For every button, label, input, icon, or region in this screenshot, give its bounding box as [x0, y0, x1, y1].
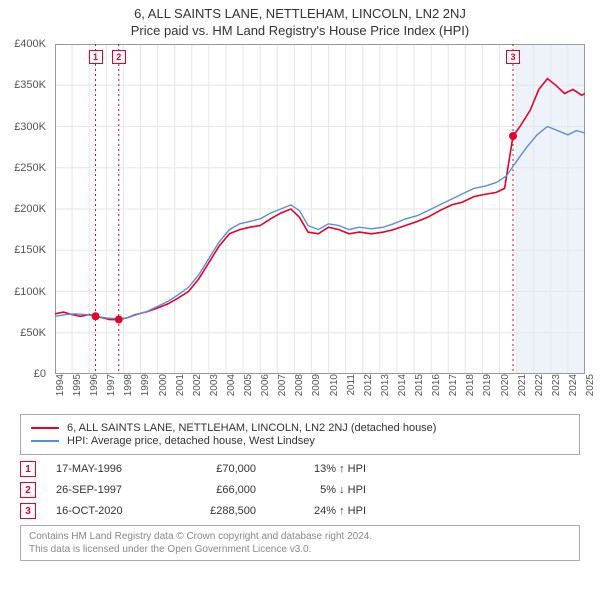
- x-tick-label: 1995: [72, 374, 83, 396]
- x-tick-label: 2005: [243, 374, 254, 396]
- x-tick-label: 2022: [534, 374, 545, 396]
- x-tick-label: 2013: [380, 374, 391, 396]
- x-tick-label: 2010: [329, 374, 340, 396]
- y-tick-label: £50K: [20, 327, 46, 339]
- x-tick-label: 1998: [123, 374, 134, 396]
- sale-marker-badge: 3: [506, 50, 520, 64]
- y-tick-label: £400K: [14, 38, 46, 50]
- event-date: 17-MAY-1996: [56, 463, 156, 475]
- x-tick-label: 1997: [106, 374, 117, 396]
- x-tick-label: 2015: [414, 374, 425, 396]
- x-tick-label: 2014: [397, 374, 408, 396]
- x-tick-label: 2024: [568, 374, 579, 396]
- event-badge: 1: [20, 461, 36, 477]
- event-delta: 5% ↓ HPI: [276, 484, 366, 496]
- y-tick-label: £200K: [14, 203, 46, 215]
- x-tick-label: 2018: [465, 374, 476, 396]
- chart-titles: 6, ALL SAINTS LANE, NETTLEHAM, LINCOLN, …: [0, 6, 600, 38]
- event-price: £70,000: [176, 463, 256, 475]
- x-tick-label: 2021: [517, 374, 528, 396]
- y-tick-label: £350K: [14, 79, 46, 91]
- title-address: 6, ALL SAINTS LANE, NETTLEHAM, LINCOLN, …: [0, 6, 600, 21]
- x-tick-label: 2011: [346, 374, 357, 396]
- legend-row: HPI: Average price, detached house, West…: [31, 435, 569, 447]
- attribution-footer: Contains HM Land Registry data © Crown c…: [20, 525, 580, 561]
- x-tick-label: 2000: [158, 374, 169, 396]
- event-delta: 24% ↑ HPI: [276, 505, 366, 517]
- legend-swatch: [31, 427, 59, 429]
- sale-marker-badge: 2: [112, 50, 126, 64]
- x-tick-label: 2009: [311, 374, 322, 396]
- x-axis-labels: 1994 1995 1996 1997 1998 1999 2000 2001 2002 2003…: [55, 374, 585, 410]
- event-price: £288,500: [176, 505, 256, 517]
- event-date: 16-OCT-2020: [56, 505, 156, 517]
- title-subtitle: Price paid vs. HM Land Registry's House …: [0, 23, 600, 38]
- legend-label: 6, ALL SAINTS LANE, NETTLEHAM, LINCOLN, …: [67, 422, 436, 434]
- x-tick-label: 2006: [260, 374, 271, 396]
- x-tick-label: 2001: [175, 374, 186, 396]
- sale-event-row: 1 17-MAY-1996 £70,000 13% ↑ HPI: [20, 461, 580, 477]
- event-badge: 3: [20, 503, 36, 519]
- y-tick-label: £150K: [14, 244, 46, 256]
- x-tick-label: 2016: [431, 374, 442, 396]
- x-tick-label: 2002: [192, 374, 203, 396]
- y-tick-label: £250K: [14, 162, 46, 174]
- x-tick-label: 2023: [551, 374, 562, 396]
- x-tick-label: 2025: [585, 374, 596, 396]
- x-tick-label: 2012: [363, 374, 374, 396]
- legend-swatch: [31, 440, 59, 442]
- event-delta: 13% ↑ HPI: [276, 463, 366, 475]
- footer-line: This data is licensed under the Open Gov…: [29, 543, 571, 556]
- event-date: 26-SEP-1997: [56, 484, 156, 496]
- x-tick-label: 2008: [294, 374, 305, 396]
- sale-event-row: 2 26-SEP-1997 £66,000 5% ↓ HPI: [20, 482, 580, 498]
- y-tick-label: £100K: [14, 286, 46, 298]
- sale-events-list: 1 17-MAY-1996 £70,000 13% ↑ HPI 2 26-SEP-1997…: [20, 461, 580, 519]
- x-tick-label: 1994: [55, 374, 66, 396]
- x-tick-label: 2004: [226, 374, 237, 396]
- legend: 6, ALL SAINTS LANE, NETTLEHAM, LINCOLN, …: [20, 414, 580, 455]
- y-tick-label: £300K: [14, 121, 46, 133]
- chart-area: £0£50K£100K£150K£200K£250K£300K£350K£400…: [0, 44, 600, 414]
- event-badge: 2: [20, 482, 36, 498]
- footer-line: Contains HM Land Registry data © Crown c…: [29, 530, 571, 543]
- x-tick-label: 2017: [448, 374, 459, 396]
- sale-marker-badge: 1: [89, 50, 103, 64]
- x-tick-label: 2003: [209, 374, 220, 396]
- x-tick-label: 2019: [482, 374, 493, 396]
- event-price: £66,000: [176, 484, 256, 496]
- x-tick-label: 1999: [140, 374, 151, 396]
- y-tick-label: £0: [34, 368, 46, 380]
- x-tick-label: 1996: [89, 374, 100, 396]
- sale-event-row: 3 16-OCT-2020 £288,500 24% ↑ HPI: [20, 503, 580, 519]
- y-axis-labels: £0£50K£100K£150K£200K£250K£300K£350K£400…: [0, 44, 50, 374]
- legend-label: HPI: Average price, detached house, West…: [67, 435, 315, 447]
- x-tick-label: 2020: [500, 374, 511, 396]
- x-tick-label: 2007: [277, 374, 288, 396]
- line-chart: [55, 44, 585, 374]
- legend-row: 6, ALL SAINTS LANE, NETTLEHAM, LINCOLN, …: [31, 422, 569, 434]
